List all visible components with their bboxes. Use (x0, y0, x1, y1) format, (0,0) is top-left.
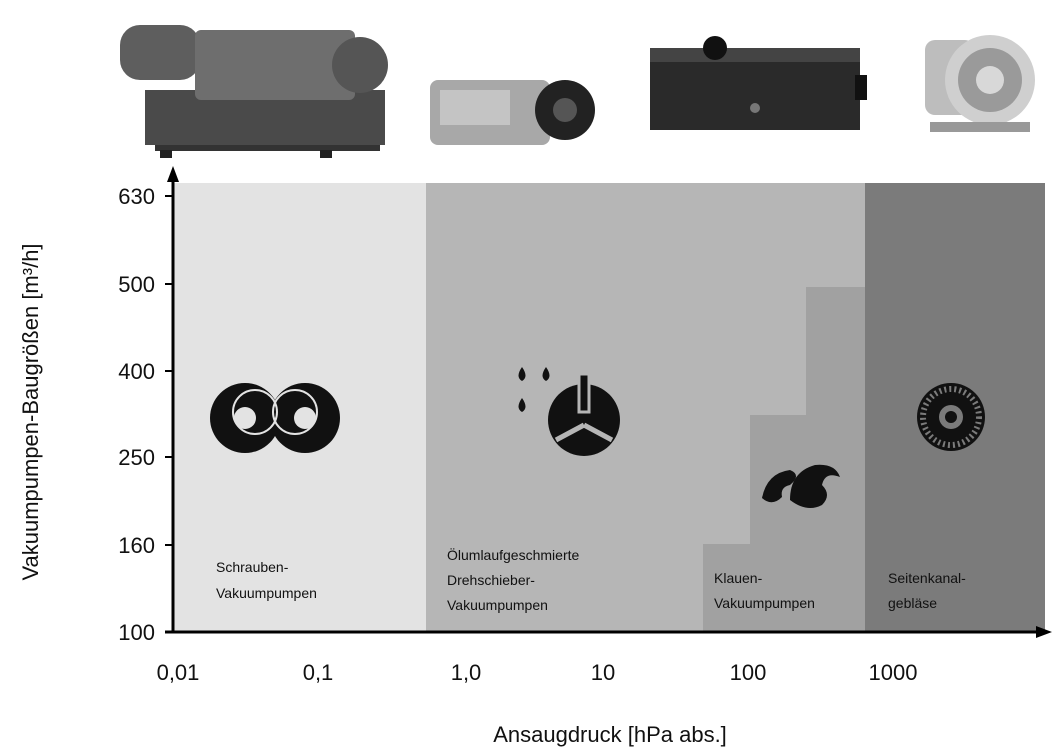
region-label: Drehschieber- (447, 572, 535, 588)
y-tick-label: 400 (118, 359, 155, 384)
y-tick-label: 500 (118, 272, 155, 297)
region-label: Schrauben- (216, 559, 289, 575)
x-tick-label: 100 (730, 660, 767, 685)
diagram: 630 500 400 250 160 100 0,01 0,1 1,0 10 … (0, 0, 1052, 749)
region-label: gebläse (888, 595, 937, 611)
region-label: Vakuumpumpen (714, 595, 815, 611)
region-label: Vakuumpumpen (216, 585, 317, 601)
region-label: Klauen- (714, 570, 763, 586)
pump-images (120, 25, 1035, 158)
region-label: Vakuumpumpen (447, 597, 548, 613)
y-tick-label: 160 (118, 533, 155, 558)
y-tick-label: 100 (118, 620, 155, 645)
screw-pump-image (120, 25, 388, 158)
side-channel-blower-image (925, 35, 1035, 132)
y-tick-label: 250 (118, 445, 155, 470)
x-axis-label: Ansaugdruck [hPa abs.] (493, 722, 727, 747)
y-tick-label: 630 (118, 184, 155, 209)
region-label: Ölumlaufgeschmierte (447, 546, 579, 563)
x-tick-label: 1000 (869, 660, 918, 685)
claw-pump-image (650, 36, 867, 130)
y-axis-label: Vakuumpumpen-Baugrößen [m³/h] (18, 243, 43, 580)
x-tick-label: 0,1 (303, 660, 334, 685)
x-tick-label: 0,01 (157, 660, 200, 685)
x-tick-label: 1,0 (451, 660, 482, 685)
region-label: Seitenkanal- (888, 570, 966, 586)
vane-pump-image (430, 80, 595, 145)
y-axis-arrow (167, 166, 179, 182)
x-tick-label: 10 (591, 660, 615, 685)
blower-icon (917, 383, 985, 451)
